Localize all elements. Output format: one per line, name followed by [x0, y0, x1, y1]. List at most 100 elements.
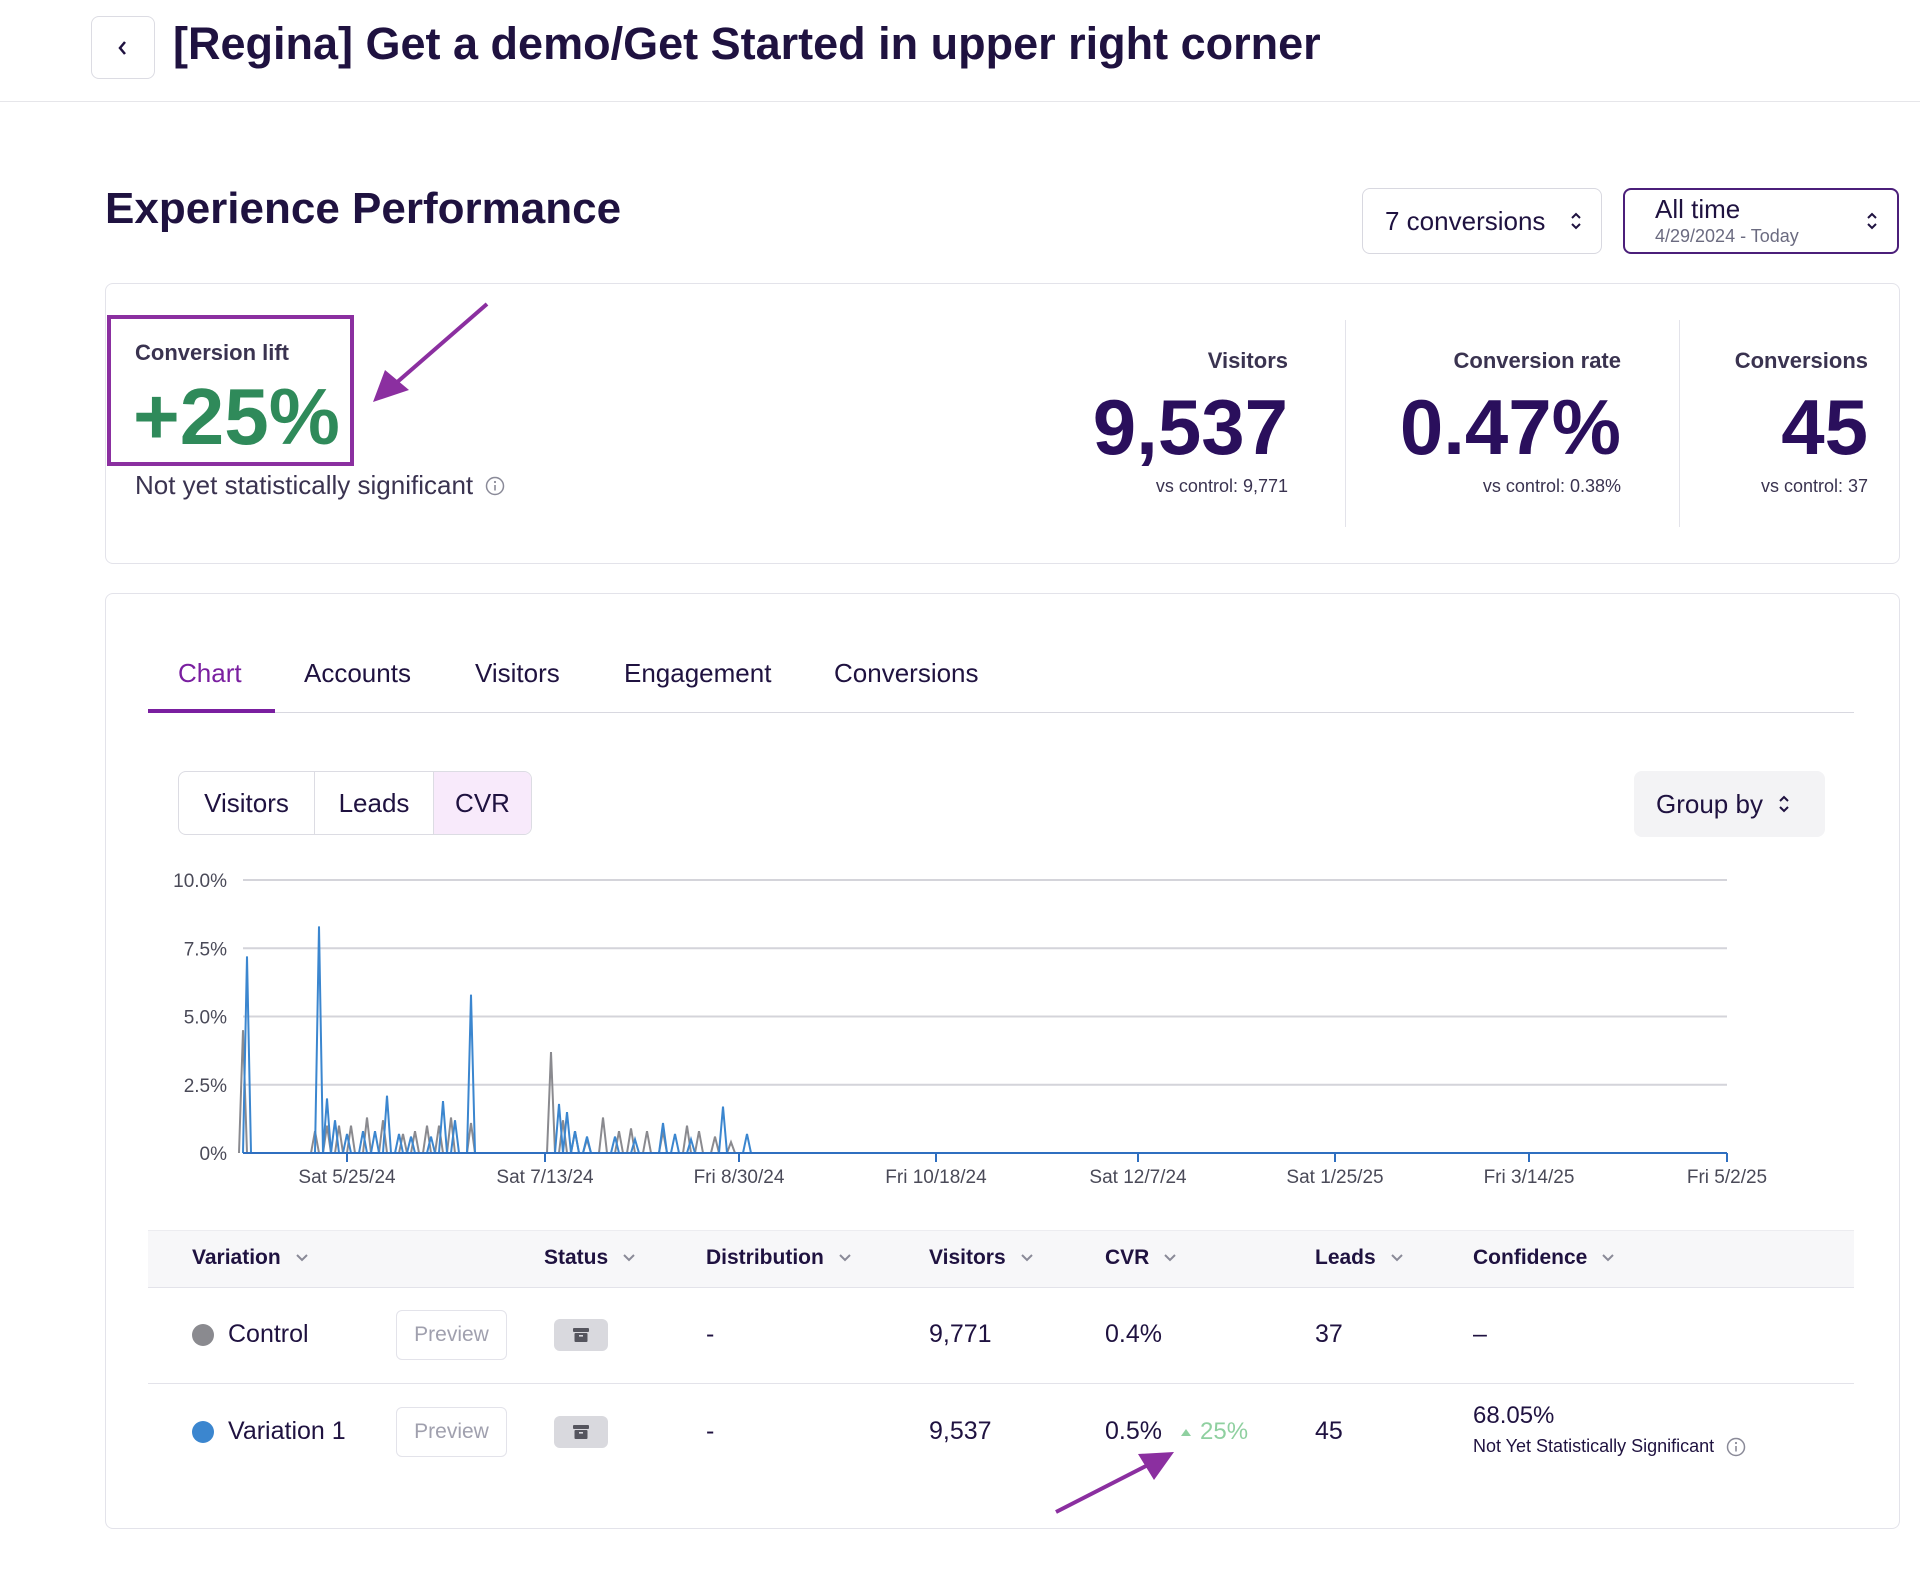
- x-tick-label: Sat 7/13/24: [496, 1167, 594, 1188]
- metric-label: Conversion rate: [1453, 348, 1622, 373]
- archive-icon[interactable]: [554, 1319, 608, 1351]
- cvr-value: 0.4%: [1105, 1320, 1162, 1348]
- metric-conversion-rate: Conversion rate 0.47% vs control: 0.38%: [1400, 348, 1621, 497]
- toggle-cvr[interactable]: CVR: [434, 772, 531, 834]
- leads-value: 45: [1315, 1417, 1343, 1445]
- info-icon[interactable]: [485, 476, 505, 496]
- column-header-distribution[interactable]: Distribution: [706, 1246, 852, 1270]
- tab-visitors[interactable]: Visitors: [475, 658, 560, 688]
- time-range-dates: 4/29/2024 - Today: [1655, 226, 1799, 246]
- time-range-select[interactable]: All time 4/29/2024 - Today: [1623, 188, 1899, 254]
- lift-highlight-box: [107, 315, 354, 466]
- column-header-leads[interactable]: Leads: [1315, 1246, 1404, 1270]
- significance-note-text: Not yet statistically significant: [135, 470, 474, 500]
- y-tick-label: 0%: [200, 1144, 228, 1165]
- metric-conversions: Conversions 45 vs control: 37: [1735, 348, 1868, 497]
- column-header-label: Variation: [192, 1246, 281, 1269]
- visitors-value: 9,537: [929, 1417, 992, 1445]
- confidence-value: 68.05%: [1473, 1402, 1555, 1429]
- control-series-line: [238, 1030, 736, 1154]
- column-header-label: CVR: [1105, 1246, 1150, 1269]
- leads-value: 37: [1315, 1320, 1343, 1348]
- column-header-label: Visitors: [929, 1246, 1006, 1269]
- section-title: Experience Performance: [105, 184, 622, 233]
- conversions-select[interactable]: 7 conversions: [1362, 188, 1602, 254]
- x-tick-label: Fri 5/2/25: [1687, 1167, 1767, 1188]
- x-tick-label: Fri 3/14/25: [1484, 1167, 1575, 1188]
- toggle-visitors[interactable]: Visitors: [179, 772, 315, 834]
- column-header-label: Leads: [1315, 1246, 1376, 1269]
- cvr-lift-value: 25%: [1200, 1418, 1249, 1445]
- metric-comparison: vs control: 9,771: [1155, 476, 1288, 496]
- metric-value: 9,537: [1092, 383, 1288, 471]
- variation-color-dot: [192, 1421, 214, 1443]
- y-tick-label: 2.5%: [184, 1076, 227, 1097]
- x-tick-label: Sat 5/25/24: [298, 1167, 396, 1188]
- summary-card: [105, 283, 1900, 564]
- cvr-lift: 25%: [1180, 1418, 1248, 1446]
- x-tick-label: Sat 12/7/24: [1089, 1167, 1187, 1188]
- preview-button[interactable]: Preview: [396, 1407, 507, 1457]
- metric-toggle: Visitors Leads CVR: [178, 771, 532, 835]
- metric-comparison: vs control: 0.38%: [1482, 476, 1621, 496]
- divider: [1345, 320, 1346, 527]
- active-tab-indicator: [148, 709, 275, 713]
- sort-chevrons-icon: [1571, 212, 1581, 230]
- column-header-label: Status: [544, 1246, 609, 1269]
- lift-label: Conversion lift: [135, 340, 290, 365]
- column-header-cvr[interactable]: CVR: [1105, 1246, 1177, 1270]
- column-header-label: Distribution: [706, 1246, 824, 1269]
- metric-comparison: vs control: 37: [1760, 476, 1868, 496]
- column-header-label: Confidence: [1473, 1246, 1588, 1269]
- tab-conversions[interactable]: Conversions: [834, 658, 979, 688]
- page-title: [Regina] Get a demo/Get Started in upper…: [173, 18, 1321, 69]
- group-by-select[interactable]: Group by: [1634, 771, 1825, 837]
- confidence-value: –: [1473, 1320, 1487, 1348]
- group-by-label: Group by: [1656, 788, 1763, 819]
- tab-engagement[interactable]: Engagement: [624, 658, 772, 688]
- annotation-arrow-icon: [1055, 1452, 1174, 1514]
- y-tick-label: 10.0%: [173, 871, 227, 892]
- column-header-confidence[interactable]: Confidence: [1473, 1246, 1615, 1270]
- metric-label: Conversions: [1734, 348, 1868, 373]
- distribution-value: -: [706, 1417, 715, 1445]
- top-bar: [Regina] Get a demo/Get Started in upper…: [0, 0, 1920, 102]
- info-icon[interactable]: [1726, 1437, 1746, 1457]
- metric-visitors: Visitors 9,537 vs control: 9,771: [1093, 348, 1288, 497]
- sort-chevrons-icon: [1867, 212, 1877, 230]
- x-tick-label: Fri 8/30/24: [694, 1167, 785, 1188]
- divider: [1679, 320, 1680, 527]
- distribution-value: -: [706, 1320, 715, 1348]
- x-tick-label: Fri 10/18/24: [885, 1167, 987, 1188]
- column-header-variation[interactable]: Variation: [192, 1246, 309, 1270]
- table-row: Control Preview - 9,771 0.4% 37 –: [148, 1287, 1854, 1384]
- back-button[interactable]: [91, 16, 155, 79]
- column-header-visitors[interactable]: Visitors: [929, 1246, 1034, 1270]
- column-header-status[interactable]: Status: [544, 1246, 636, 1270]
- chevron-down-icon: [623, 1254, 635, 1262]
- variation-name: Control: [228, 1320, 309, 1348]
- metric-label: Visitors: [1207, 348, 1288, 373]
- archive-icon[interactable]: [554, 1416, 608, 1448]
- sort-chevrons-icon: [1779, 795, 1789, 813]
- conversions-select-label: 7 conversions: [1385, 205, 1546, 236]
- significance-note: Not yet statistically significant: [135, 470, 505, 501]
- chevron-down-icon: [1602, 1254, 1615, 1262]
- x-tick-label: Sat 1/25/25: [1286, 1167, 1383, 1188]
- control-color-dot: [192, 1324, 214, 1346]
- metric-value: 0.47%: [1399, 383, 1621, 471]
- main-card: [105, 593, 1900, 1529]
- chevron-down-icon: [295, 1254, 308, 1262]
- arrow-up-icon: [1181, 1428, 1191, 1436]
- tab-accounts[interactable]: Accounts: [304, 658, 411, 688]
- time-range-label: All time: [1655, 194, 1741, 224]
- cvr-line-chart: 10.0% 7.5% 5.0% 2.5% 0% Sat 5/25/24 Sat 7/13/2…: [173, 871, 1767, 1188]
- tab-chart[interactable]: Chart: [178, 658, 242, 688]
- cvr-value: 0.5%: [1105, 1417, 1162, 1445]
- toggle-leads[interactable]: Leads: [315, 772, 434, 834]
- tab-bar: Chart Accounts Visitors Engagement Conve…: [148, 650, 1854, 713]
- preview-button[interactable]: Preview: [396, 1310, 507, 1360]
- chevron-down-icon: [1020, 1254, 1033, 1262]
- table-header: Variation Status Distribution Visitors C…: [148, 1230, 1854, 1288]
- chevron-down-icon: [1390, 1254, 1403, 1262]
